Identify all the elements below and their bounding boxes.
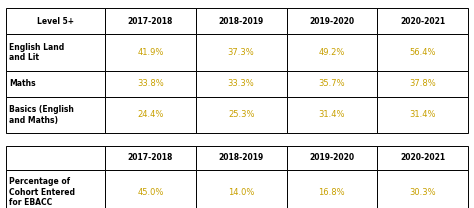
Bar bbox=[286, 8, 377, 34]
Text: 37.8%: 37.8% bbox=[409, 79, 436, 88]
Bar bbox=[105, 97, 196, 133]
Text: 30.3%: 30.3% bbox=[409, 188, 436, 197]
Bar bbox=[196, 71, 286, 97]
Text: 2018-2019: 2018-2019 bbox=[219, 17, 264, 26]
Bar bbox=[286, 34, 377, 71]
Text: 25.3%: 25.3% bbox=[228, 110, 255, 119]
Bar bbox=[105, 71, 196, 97]
Text: English Land
and Lit: English Land and Lit bbox=[9, 43, 65, 62]
Text: Basics (English
and Maths): Basics (English and Maths) bbox=[9, 105, 74, 125]
Bar bbox=[196, 146, 286, 170]
Bar bbox=[196, 8, 286, 34]
Bar bbox=[6, 8, 105, 34]
Text: Level 5+: Level 5+ bbox=[37, 17, 74, 26]
Text: 2019-2020: 2019-2020 bbox=[309, 17, 355, 26]
Bar bbox=[286, 146, 377, 170]
Bar bbox=[196, 97, 286, 133]
Text: 14.0%: 14.0% bbox=[228, 188, 255, 197]
Text: 41.9%: 41.9% bbox=[137, 48, 164, 57]
Text: 2020-2021: 2020-2021 bbox=[400, 153, 445, 162]
Text: 2020-2021: 2020-2021 bbox=[400, 17, 445, 26]
Text: 2017-2018: 2017-2018 bbox=[128, 17, 173, 26]
Bar bbox=[377, 8, 468, 34]
Bar bbox=[286, 170, 377, 208]
Bar bbox=[6, 170, 105, 208]
Text: 2019-2020: 2019-2020 bbox=[309, 153, 355, 162]
Bar bbox=[105, 8, 196, 34]
Bar bbox=[377, 170, 468, 208]
Bar bbox=[6, 146, 105, 170]
Text: 49.2%: 49.2% bbox=[319, 48, 345, 57]
Bar bbox=[196, 34, 286, 71]
Bar bbox=[286, 97, 377, 133]
Text: Percentage of
Cohort Entered
for EBACC: Percentage of Cohort Entered for EBACC bbox=[9, 177, 75, 207]
Text: 2017-2018: 2017-2018 bbox=[128, 153, 173, 162]
Bar bbox=[6, 71, 105, 97]
Text: 24.4%: 24.4% bbox=[137, 110, 164, 119]
Text: 45.0%: 45.0% bbox=[137, 188, 164, 197]
Bar bbox=[105, 146, 196, 170]
Text: 31.4%: 31.4% bbox=[319, 110, 345, 119]
Text: 2018-2019: 2018-2019 bbox=[219, 153, 264, 162]
Text: 16.8%: 16.8% bbox=[319, 188, 345, 197]
Text: 31.4%: 31.4% bbox=[409, 110, 436, 119]
Text: 33.8%: 33.8% bbox=[137, 79, 164, 88]
Bar bbox=[377, 71, 468, 97]
Bar bbox=[196, 170, 286, 208]
Bar bbox=[6, 34, 105, 71]
Text: 33.3%: 33.3% bbox=[228, 79, 255, 88]
Bar bbox=[377, 146, 468, 170]
Text: 37.3%: 37.3% bbox=[228, 48, 255, 57]
Bar bbox=[6, 97, 105, 133]
Text: Maths: Maths bbox=[9, 79, 36, 88]
Bar bbox=[377, 34, 468, 71]
Bar bbox=[105, 34, 196, 71]
Bar bbox=[377, 97, 468, 133]
Text: 56.4%: 56.4% bbox=[409, 48, 436, 57]
Bar bbox=[286, 71, 377, 97]
Bar bbox=[105, 170, 196, 208]
Text: 35.7%: 35.7% bbox=[319, 79, 345, 88]
